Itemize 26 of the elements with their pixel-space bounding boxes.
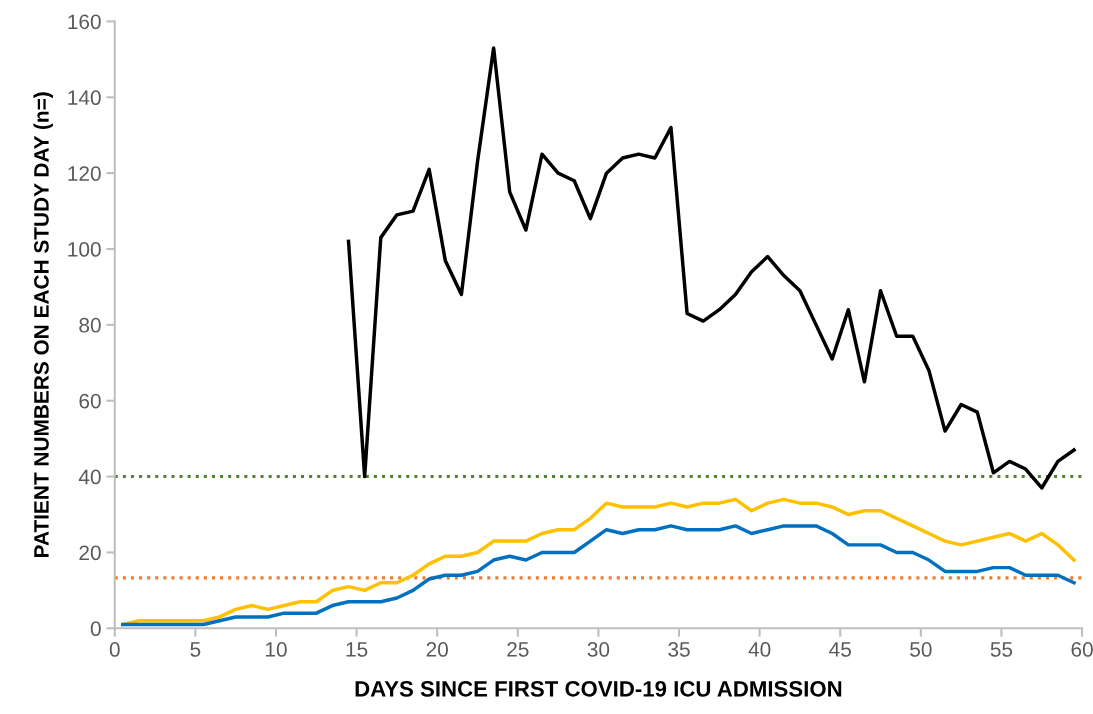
x-tick-label: 60 [1071,642,1093,657]
y-tick-label: 160 [68,14,101,30]
x-tick-label: 35 [668,642,690,657]
y-tick-label: 120 [68,166,101,181]
x-tick-label: 30 [587,642,610,657]
y-tick-label: 140 [68,90,101,106]
x-tick-label: 25 [507,642,529,657]
y-tick-label: 60 [79,393,101,409]
x-tick-label: 10 [265,642,287,657]
y-tick-label: 80 [79,317,101,333]
x-tick-label: 50 [910,642,932,657]
y-tick-label: 100 [68,242,101,257]
y-tick-label: 0 [90,621,101,637]
x-tick-label: 55 [990,642,1013,657]
x-tick-label: 0 [109,642,120,657]
line-series [121,524,1076,627]
x-tick-label: 45 [829,642,851,657]
x-tick-label: 20 [426,642,448,657]
x-tick-label: 5 [190,642,201,657]
y-tick-label: 40 [78,469,101,485]
x-tick-label: 40 [748,642,771,657]
x-tick-label: 15 [346,642,368,657]
y-axis-title: PATIENT NUMBERS ON EACH STUDY DAY (n=) [33,92,53,558]
line-series [346,46,1076,490]
y-tick-label: 20 [79,545,101,561]
x-axis-title: DAYS SINCE FIRST COVID-19 ICU ADMISSION [355,680,842,697]
